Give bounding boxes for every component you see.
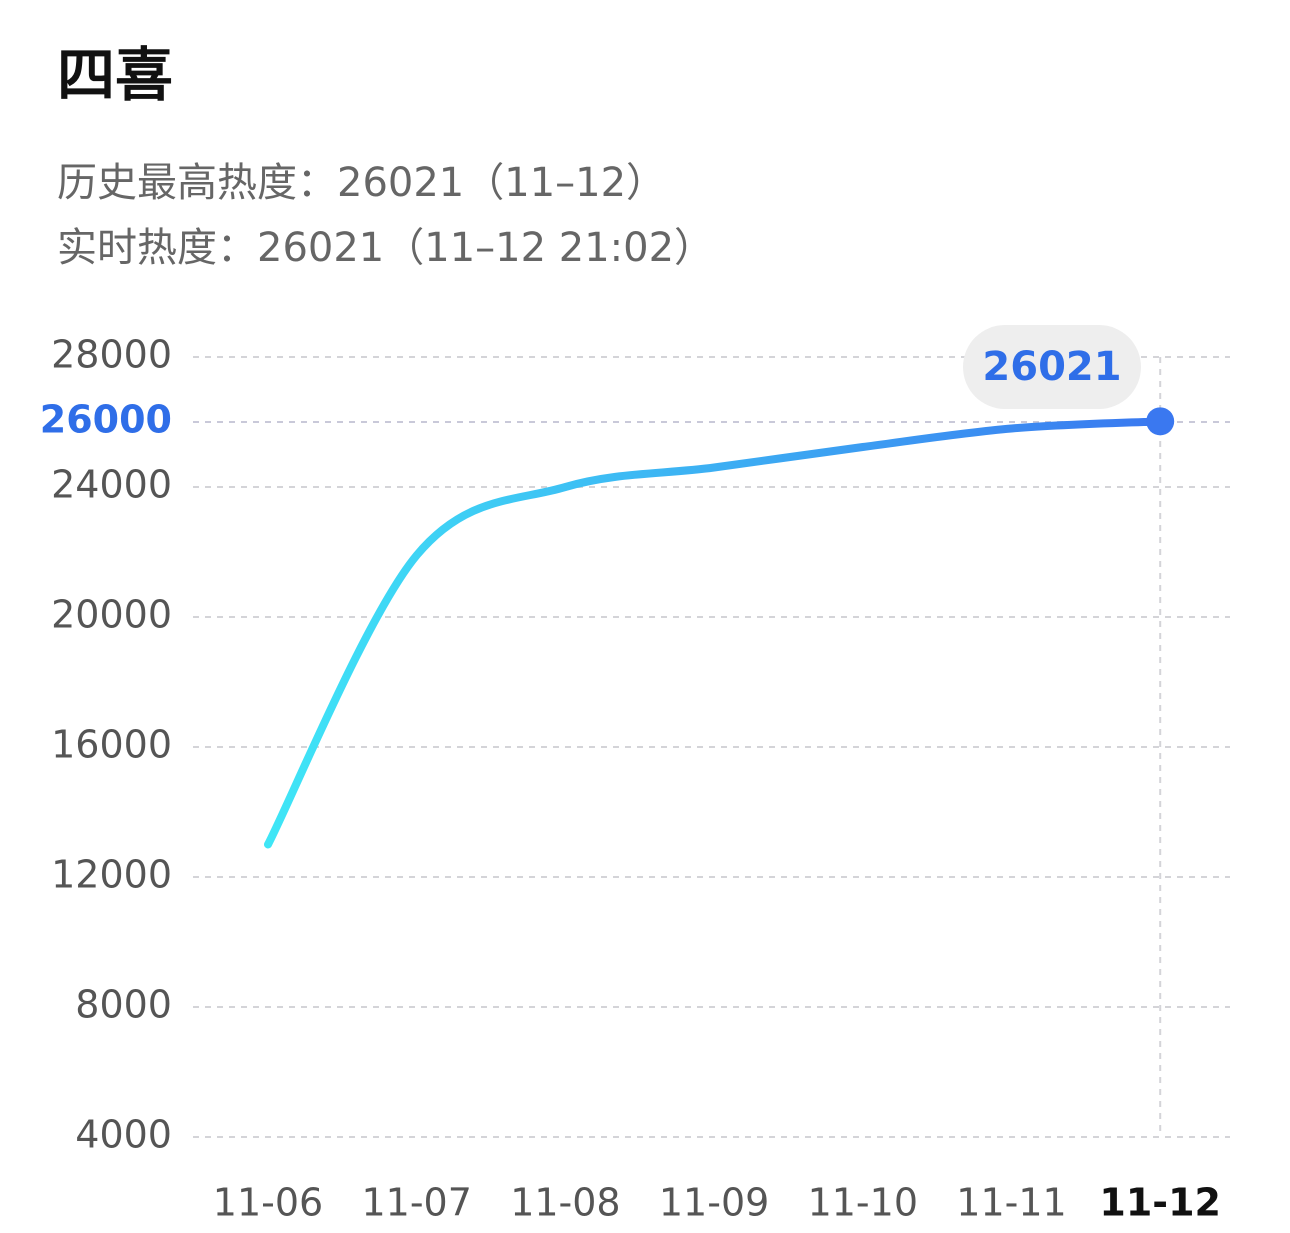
tooltip-value: 26021 xyxy=(982,344,1121,390)
y-tick-label: 28000 xyxy=(51,333,172,377)
tooltip-bg xyxy=(963,325,1141,409)
y-tick-label: 8000 xyxy=(75,983,172,1027)
x-tick-label: 11-09 xyxy=(659,1181,769,1225)
x-tick-label: 11-11 xyxy=(956,1181,1066,1225)
crosshair-label: 26000 xyxy=(40,398,172,442)
live-heat: 实时热度：26021（11–12 21:02） xyxy=(57,225,715,271)
line xyxy=(264,417,1165,849)
x-tick-label: 11-08 xyxy=(510,1181,620,1225)
x-tick-label: 11-12 xyxy=(1099,1181,1221,1225)
x-tick-label: 11-07 xyxy=(361,1181,471,1225)
selected-point xyxy=(1146,407,1175,436)
y-tick-label: 20000 xyxy=(51,593,172,637)
peak-heat: 历史最高热度：26021（11–12） xyxy=(57,160,667,206)
y-tick-label: 24000 xyxy=(51,463,172,507)
y-tick-label: 16000 xyxy=(51,723,172,767)
y-tick-label: 12000 xyxy=(51,853,172,897)
x-tick-label: 11-06 xyxy=(213,1181,323,1225)
y-tick-label: 4000 xyxy=(75,1113,172,1157)
x-tick-label: 11-10 xyxy=(808,1181,918,1225)
title: 四喜 xyxy=(57,41,174,109)
